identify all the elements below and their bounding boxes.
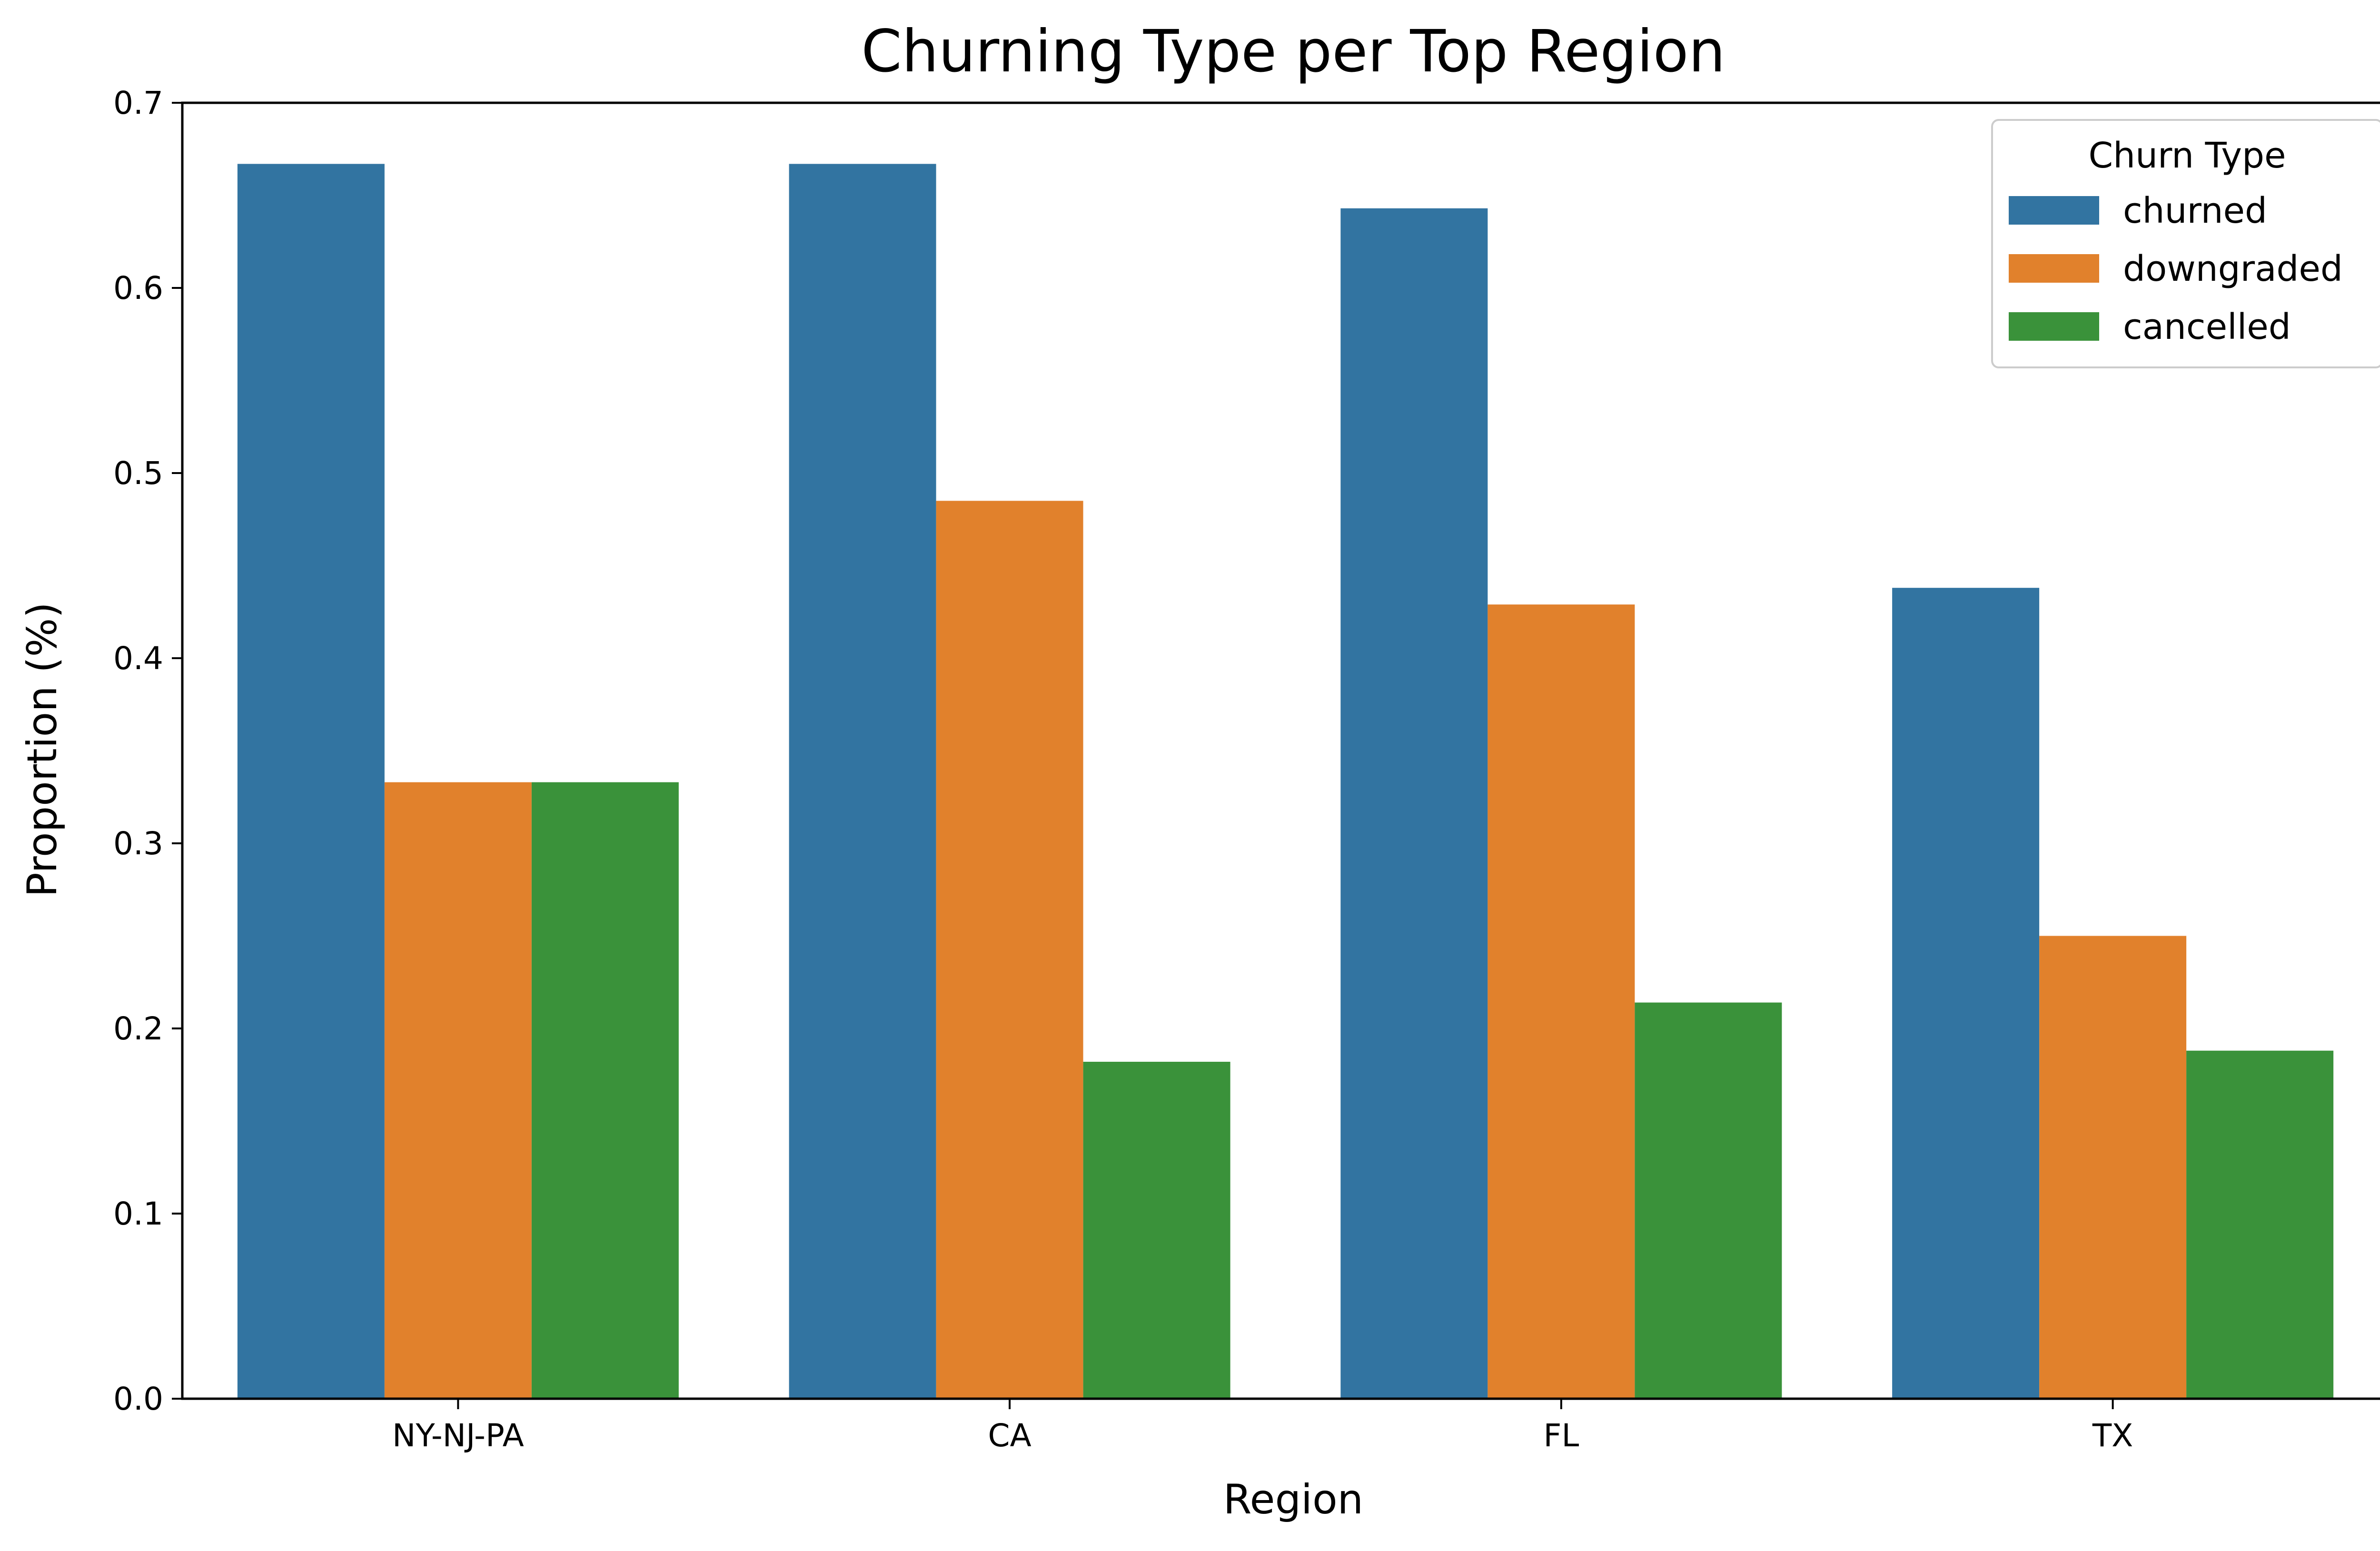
bar-churned-NY-NJ-PA — [237, 164, 385, 1399]
legend-swatch-churned — [2009, 196, 2099, 225]
y-tick-label: 0.2 — [113, 1010, 163, 1047]
legend-label-downgraded: downgraded — [2123, 248, 2343, 289]
y-tick-label: 0.1 — [113, 1195, 163, 1232]
legend-swatch-cancelled — [2009, 312, 2099, 341]
chart-title: Churning Type per Top Region — [861, 18, 1725, 85]
bar-downgraded-FL — [1488, 604, 1635, 1399]
legend-title: Churn Type — [2089, 135, 2286, 176]
y-axis-title: Proportion (%) — [19, 602, 66, 897]
y-tick-label: 0.5 — [113, 455, 163, 492]
plot-frame — [181, 101, 2380, 1400]
x-axis-title: Region — [1223, 1476, 1363, 1523]
legend-label-cancelled: cancelled — [2123, 306, 2291, 347]
bar-churned-CA — [789, 164, 936, 1399]
y-tick-label: 0.7 — [113, 85, 163, 121]
y-tick-label: 0.6 — [113, 270, 163, 306]
bar-cancelled-TX — [2186, 1050, 2334, 1399]
bar-downgraded-TX — [2039, 936, 2187, 1399]
bar-downgraded-NY-NJ-PA — [384, 782, 532, 1399]
bar-cancelled-FL — [1635, 1002, 1782, 1399]
axes-layer: NY-NJ-PA CA FL TX 0.0 0.1 0.2 0.3 0.4 0.5 0.6 0.7 — [113, 85, 2380, 1454]
bar-churned-FL — [1340, 208, 1488, 1399]
bar-downgraded-CA — [936, 501, 1083, 1399]
y-tick-label: 0.0 — [113, 1381, 163, 1417]
legend: Churn Type churned downgraded cancelled — [1991, 119, 2380, 368]
legend-swatch-downgraded — [2009, 254, 2099, 283]
x-tick-label: NY-NJ-PA — [392, 1417, 524, 1454]
legend-label-churned: churned — [2123, 190, 2267, 231]
x-tick-label: TX — [2092, 1417, 2133, 1454]
bar-churned-TX — [1892, 588, 2040, 1399]
x-tick-label: CA — [988, 1417, 1031, 1454]
bar-cancelled-CA — [1083, 1062, 1230, 1399]
bar-cancelled-NY-NJ-PA — [531, 782, 679, 1399]
bars-layer — [237, 164, 2334, 1399]
x-tick-label: FL — [1544, 1417, 1579, 1454]
y-tick-label: 0.4 — [113, 640, 163, 677]
y-tick-label: 0.3 — [113, 825, 163, 862]
legend-box — [1991, 119, 2380, 368]
